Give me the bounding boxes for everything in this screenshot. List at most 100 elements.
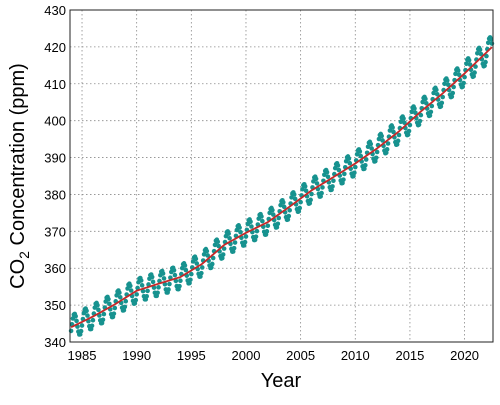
monthly-point xyxy=(379,133,384,139)
monthly-point xyxy=(168,275,173,280)
monthly-point xyxy=(471,73,476,79)
monthly-point xyxy=(205,253,211,258)
y-tick-label: 380 xyxy=(44,187,66,202)
monthly-point xyxy=(461,80,466,86)
monthly-point xyxy=(300,186,305,192)
monthly-point xyxy=(96,307,101,313)
monthly-point xyxy=(438,104,444,109)
monthly-point xyxy=(489,41,495,46)
monthly-point xyxy=(357,149,363,154)
monthly-point xyxy=(177,283,182,289)
monthly-point xyxy=(455,68,461,73)
monthly-point xyxy=(485,40,491,46)
monthly-point xyxy=(456,72,462,78)
y-tick-label: 420 xyxy=(44,40,66,55)
monthly-point xyxy=(188,277,193,283)
monthly-point xyxy=(396,132,402,138)
monthly-point xyxy=(139,283,145,288)
plot-frame xyxy=(69,9,494,343)
monthly-point xyxy=(161,276,167,281)
monthly-point xyxy=(363,163,368,168)
monthly-point xyxy=(462,74,467,80)
monthly-point xyxy=(324,169,330,175)
monthly-point xyxy=(254,228,260,234)
monthly-point xyxy=(210,255,216,261)
monthly-point xyxy=(138,278,144,283)
monthly-point xyxy=(434,91,440,97)
monthly-point xyxy=(374,149,380,155)
monthly-point xyxy=(398,119,404,125)
monthly-point xyxy=(402,120,407,126)
monthly-point xyxy=(395,138,401,144)
monthly-point xyxy=(401,116,406,121)
monthly-point xyxy=(259,214,264,219)
monthly-point xyxy=(231,245,237,251)
x-axis-tick-labels: 1985 1990 1995 2000 2005 2010 2015 2020 xyxy=(68,348,479,363)
monthly-point xyxy=(303,188,309,194)
monthly-point xyxy=(405,132,411,137)
monthly-point xyxy=(84,308,89,314)
monthly-point xyxy=(79,323,85,328)
monthly-point xyxy=(162,281,168,287)
monthly-point xyxy=(407,122,413,128)
y-tick-label: 390 xyxy=(44,151,66,166)
x-tick-label: 2020 xyxy=(450,348,479,363)
monthly-point xyxy=(226,231,231,236)
monthly-point xyxy=(291,192,297,197)
monthly-point xyxy=(368,141,374,147)
monthly-point xyxy=(445,82,451,88)
monthly-point xyxy=(249,224,254,229)
monthly-point xyxy=(144,293,149,299)
monthly-point xyxy=(149,274,155,280)
y-axis-label-subscript: 2 xyxy=(16,251,32,259)
x-tick-label: 2015 xyxy=(395,348,424,363)
x-tick-label: 2010 xyxy=(341,348,370,363)
monthly-point xyxy=(271,212,276,217)
monthly-point xyxy=(394,142,400,147)
monthly-point xyxy=(449,94,455,99)
monthly-point xyxy=(376,136,382,142)
monthly-point xyxy=(220,252,226,257)
monthly-point xyxy=(237,225,242,230)
monthly-point xyxy=(335,163,341,168)
monthly-point xyxy=(325,174,331,180)
monthly-point xyxy=(416,122,422,127)
monthly-point xyxy=(150,279,156,285)
y-tick-label: 360 xyxy=(44,261,66,276)
monthly-point xyxy=(117,295,123,300)
monthly-point xyxy=(467,62,473,67)
monthly-point xyxy=(89,323,95,329)
monthly-point xyxy=(78,328,84,334)
monthly-point xyxy=(453,71,458,77)
monthly-point xyxy=(106,296,111,302)
monthly-point xyxy=(212,242,218,248)
monthly-point xyxy=(90,317,96,323)
monthly-point xyxy=(434,87,439,93)
monthly-point xyxy=(387,128,393,133)
monthly-point xyxy=(297,205,303,211)
monthly-point xyxy=(95,302,100,308)
monthly-point xyxy=(319,190,324,196)
monthly-point xyxy=(178,278,183,284)
monthly-point xyxy=(232,240,238,245)
x-tick-label: 1990 xyxy=(122,348,151,363)
monthly-point xyxy=(384,147,390,152)
y-tick-label: 410 xyxy=(44,77,66,92)
monthly-point xyxy=(281,200,286,205)
x-tick-label: 1995 xyxy=(177,348,206,363)
monthly-point xyxy=(189,271,194,277)
monthly-point xyxy=(431,90,436,96)
monthly-point xyxy=(128,283,133,289)
x-tick-label: 2005 xyxy=(286,348,315,363)
monthly-point xyxy=(133,297,139,303)
monthly-point xyxy=(242,239,248,245)
monthly-point xyxy=(341,177,346,182)
monthly-point xyxy=(160,271,166,276)
y-tick-label: 350 xyxy=(44,298,66,313)
monthly-point xyxy=(183,267,189,273)
monthly-point xyxy=(373,155,379,161)
y-tick-label: 400 xyxy=(44,114,66,129)
monthly-point xyxy=(385,141,391,146)
monthly-point xyxy=(460,84,466,89)
monthly-point xyxy=(68,328,74,334)
